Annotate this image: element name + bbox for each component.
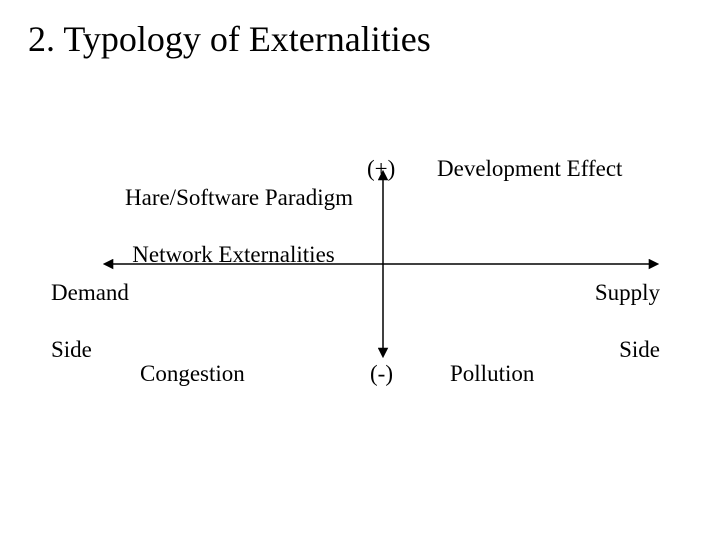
label-top-left-line2: Network Externalities <box>132 242 334 267</box>
label-bottom-right: Pollution <box>450 360 534 389</box>
label-top-left: Hare/Software Paradigm Network Externali… <box>102 155 342 299</box>
label-right-line1: Supply <box>595 280 660 305</box>
label-top-right: Development Effect <box>437 155 622 184</box>
label-top-left-line1: Hare/Software Paradigm <box>125 185 353 210</box>
label-left: Demand Side <box>28 250 129 394</box>
label-bottom-sign: (-) <box>370 360 393 389</box>
label-top-sign: (+) <box>367 155 395 184</box>
label-right-line2: Side <box>619 337 660 362</box>
label-left-line2: Side <box>51 337 92 362</box>
slide: 2. Typology of Externalities Hare/Softwa… <box>0 0 720 540</box>
label-left-line1: Demand <box>51 280 129 305</box>
label-bottom-left: Congestion <box>140 360 245 389</box>
label-right: Supply Side <box>560 250 660 394</box>
